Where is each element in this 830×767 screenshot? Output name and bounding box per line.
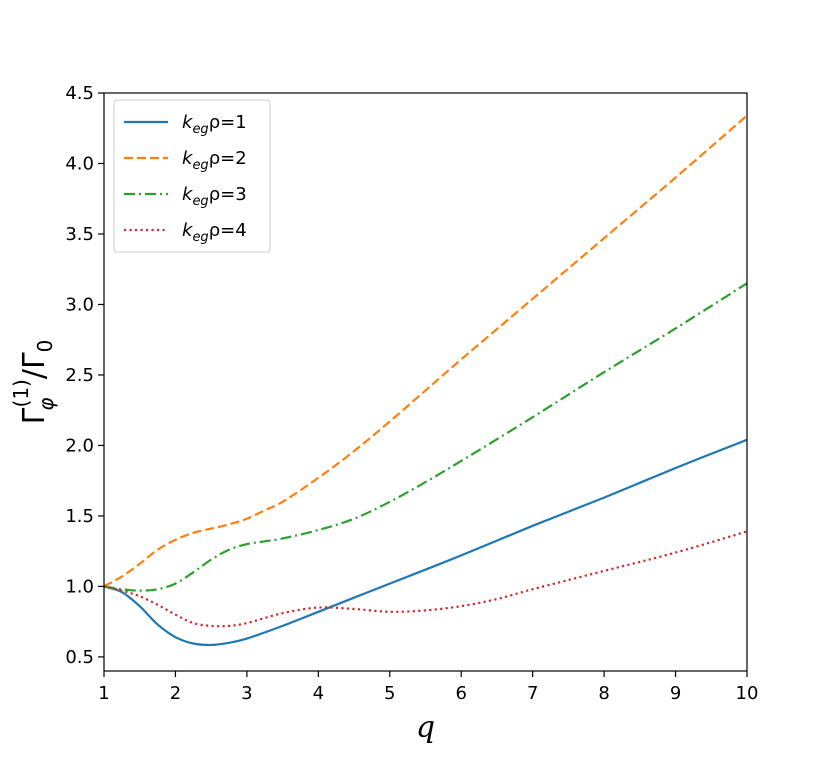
series-line-3 — [104, 282, 747, 592]
y-label-denominator-sub: 0 — [33, 340, 57, 353]
svg-text:Γφ(1)/Γ0: Γφ(1)/Γ0 — [9, 340, 58, 425]
x-tick-label: 7 — [527, 683, 538, 704]
legend-label-4: kegρ=4 — [182, 220, 247, 245]
x-tick-label: 3 — [241, 683, 252, 704]
y-tick-label: 2.5 — [65, 365, 94, 386]
plot-lines — [104, 114, 747, 647]
y-tick-label: 2.0 — [65, 435, 94, 456]
x-tick-label: 8 — [598, 683, 609, 704]
x-tick-label: 9 — [670, 683, 681, 704]
y-axis-title: Γφ(1)/Γ0 — [9, 340, 58, 425]
legend-label-3: kegρ=3 — [182, 184, 247, 209]
y-tick-label: 4.5 — [65, 83, 94, 104]
y-label-super: (1) — [9, 379, 33, 407]
x-axis: 1 2 3 4 5 6 7 8 9 10 — [98, 671, 758, 704]
legend: kegρ=1 kegρ=2 kegρ=3 kegρ=4 — [113, 99, 271, 253]
y-tick-label: 4.0 — [65, 153, 94, 174]
plot-frame — [103, 92, 748, 672]
y-label-sub: φ — [34, 397, 58, 410]
legend-label-1: kegρ=1 — [182, 112, 247, 137]
x-tick-label: 2 — [170, 683, 181, 704]
y-tick-label: 1.0 — [65, 576, 94, 597]
x-tick-label: 10 — [736, 683, 759, 704]
y-tick-label: 1.5 — [65, 506, 94, 527]
x-tick-label: 1 — [98, 683, 109, 704]
x-tick-label: 5 — [384, 683, 395, 704]
x-tick-label: 4 — [313, 683, 324, 704]
series-line-2 — [104, 114, 747, 588]
y-tick-label: 0.5 — [65, 647, 94, 668]
legend-label-2: kegρ=2 — [182, 148, 247, 173]
x-axis-title: q — [416, 710, 435, 745]
legend-box — [113, 99, 271, 253]
y-tick-label: 3.0 — [65, 294, 94, 315]
y-tick-label: 3.5 — [65, 224, 94, 245]
y-label-denominator: /Γ — [17, 352, 52, 379]
x-tick-label: 6 — [455, 683, 466, 704]
series-line-1 — [104, 438, 747, 647]
y-label-base: Γ — [17, 407, 52, 424]
y-axis: 0.5 1.0 1.5 2.0 2.5 3.0 3.5 4.0 4.5 — [65, 83, 104, 668]
series-line-4 — [104, 530, 747, 628]
